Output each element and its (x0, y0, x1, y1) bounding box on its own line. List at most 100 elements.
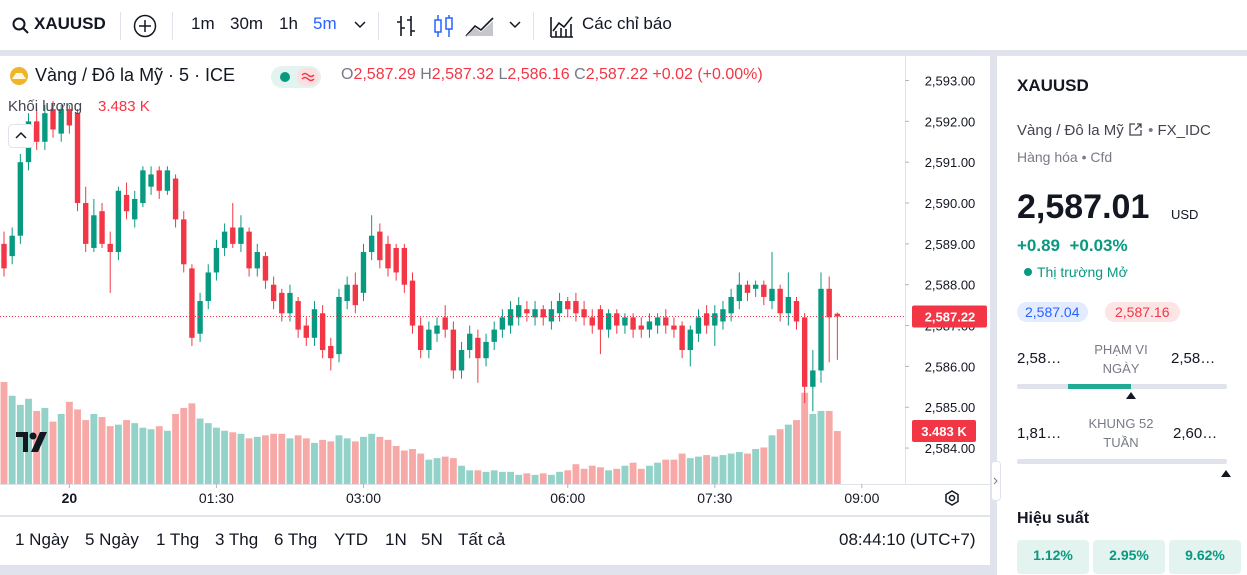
volume-bar (106, 426, 114, 484)
range-button[interactable]: 5N (421, 530, 443, 549)
volume-bar (188, 403, 196, 484)
volume-bar (286, 438, 294, 484)
x-tick-label: 09:00 (844, 490, 879, 506)
candle-body (769, 288, 775, 302)
settings-icon[interactable] (942, 489, 962, 509)
volume-bar (335, 435, 343, 484)
volume-badge-label: 3.483 K (921, 424, 967, 439)
currency: USD (1171, 207, 1199, 222)
volume-bar (801, 392, 809, 484)
candle-icon[interactable] (432, 14, 456, 38)
description-text: Vàng / Đô la Mỹ (1017, 122, 1124, 139)
volume-bar (809, 414, 817, 484)
interval[interactable]: 1m (191, 14, 215, 33)
chevron[interactable] (354, 20, 366, 30)
l-key: L (498, 66, 508, 83)
candle-body (287, 292, 293, 314)
volume-bar (302, 438, 310, 484)
volume-bar (311, 442, 318, 484)
y-tick-label: 2,589.00 (925, 237, 976, 252)
indicator-icon[interactable] (549, 13, 575, 39)
candle-body (148, 174, 154, 187)
last-price-label: 2,587.22 (925, 310, 976, 325)
y-tick-label: 2,584.00 (925, 441, 976, 456)
x-tick-label: 01:30 (199, 490, 234, 506)
candle-body (524, 309, 530, 314)
chevron[interactable] (509, 20, 521, 30)
x-tick-label: 07:30 (697, 490, 732, 506)
candle-body (499, 317, 506, 330)
day-range-bar (1017, 384, 1227, 399)
area-icon[interactable] (465, 14, 495, 38)
change: +0.02 (+0.00%) (652, 66, 763, 83)
add-symbol[interactable] (133, 14, 157, 38)
performance-cell: 2.95% (1093, 540, 1165, 574)
range-button[interactable]: YTD (334, 530, 368, 549)
candle-body (630, 317, 636, 330)
bottom-bar: 1 Ngày 5 Ngày 1 Thg 3 Thg 6 Thg YTD 1N 5N Tất cả… (0, 517, 990, 565)
y-tick-label: 2,586.00 (925, 359, 976, 374)
candle-body (74, 113, 81, 204)
volume-bar (605, 470, 613, 484)
volume-bar (490, 470, 498, 484)
change-pct: +0.03% (1069, 236, 1128, 255)
y-tick-label: 2,585.00 (925, 400, 976, 415)
collapse-button[interactable] (8, 124, 34, 148)
volume-bar (654, 462, 662, 484)
volume-bar (719, 455, 727, 484)
range-button[interactable]: 1 Thg (156, 530, 200, 549)
legend-title: Vàng / Đô la Mỹ · 5 · ICE (35, 65, 236, 85)
sidebar-handle[interactable] (991, 461, 1001, 501)
interval-active[interactable]: 5m (313, 14, 337, 33)
candle-body (336, 296, 342, 355)
range-button[interactable]: Tất cả (458, 530, 506, 549)
candle-body (189, 268, 195, 338)
candle-body (401, 247, 408, 285)
range-button[interactable]: 1N (385, 530, 407, 549)
external-link[interactable] (1128, 122, 1144, 136)
performance-title: Hiệu suất (1017, 510, 1090, 527)
day-high: 2,58… (1171, 350, 1216, 367)
volume-bar (57, 414, 65, 484)
candle-body (319, 313, 326, 351)
volume-bar (596, 467, 604, 484)
range-button[interactable]: 3 Thg (215, 530, 259, 549)
candle-body (132, 198, 138, 220)
interval[interactable]: 30m (230, 14, 264, 33)
volume-bar (727, 453, 735, 484)
bar-icon[interactable] (395, 14, 417, 38)
volume-bar (695, 456, 702, 484)
volume-bar (229, 432, 237, 484)
search-icon[interactable] (12, 17, 30, 35)
h-key: H (420, 66, 432, 83)
range-button[interactable]: 5 Ngày (85, 530, 139, 549)
indicators[interactable]: Các chỉ báo (582, 14, 672, 33)
candle-body (646, 321, 653, 330)
chart: 2,584.002,585.002,586.002,587.002,588.00… (0, 56, 990, 506)
volume-bar (172, 414, 180, 484)
performance-cell: 1.12% (1017, 540, 1089, 574)
candle-body (377, 231, 383, 261)
range-button[interactable]: 6 Thg (274, 530, 318, 549)
interval[interactable]: 1h (279, 14, 298, 33)
sidebar: XAUUSD Vàng / Đô la Mỹ • FX_IDC Hàng hóa… (991, 56, 1247, 575)
x-tick-label: 20 (62, 490, 78, 506)
candle-body (695, 317, 702, 334)
category-text: Hàng hóa (1017, 149, 1078, 165)
clock: 08:44:10 (UTC+7) (839, 530, 976, 549)
candle-body (720, 309, 726, 322)
candle-body (793, 301, 800, 322)
volume-bar (139, 427, 147, 484)
candle-body (736, 284, 743, 302)
description: Vàng / Đô la Mỹ • FX_IDC (1017, 122, 1211, 139)
volume-bar (637, 468, 645, 484)
volume-bar (474, 470, 482, 484)
range-button[interactable]: 1 Ngày (15, 530, 69, 549)
volume-bar (425, 459, 433, 484)
volume-bar (564, 470, 572, 484)
symbol[interactable]: XAUUSD (34, 14, 106, 33)
volume-bar (629, 462, 637, 484)
candle-body (1, 243, 7, 269)
volume-bar (147, 429, 155, 484)
